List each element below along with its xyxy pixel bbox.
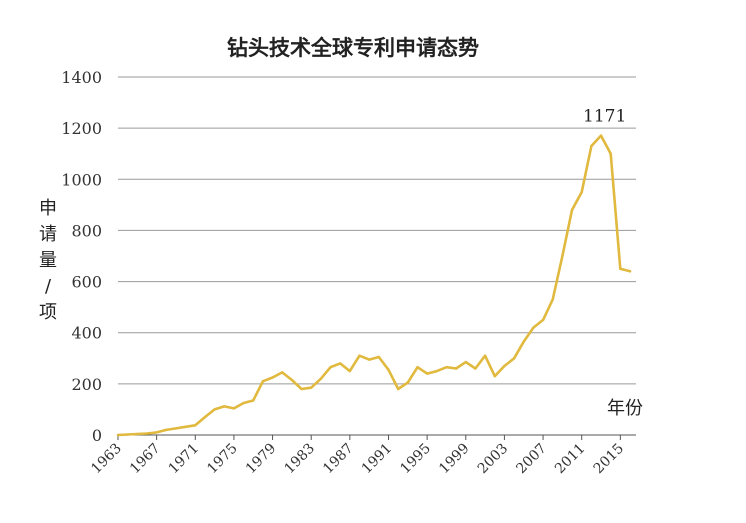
y-axis-label: 申请量 / 项	[39, 198, 57, 323]
data-point	[300, 387, 303, 391]
x-tick-label: 2015	[591, 441, 628, 478]
data-point	[319, 377, 323, 380]
data-point	[551, 298, 554, 301]
y-axis-ticks: 0 200 400 600 800 1000 1200 1400	[61, 68, 102, 445]
peak-annotation: 1171	[583, 107, 626, 127]
data-point	[561, 254, 564, 258]
x-tick-label: 2011	[552, 441, 589, 478]
x-tick-label: 1979	[243, 441, 280, 478]
data-point	[628, 270, 632, 273]
x-tick-label: 1983	[282, 441, 319, 478]
data-point	[590, 144, 593, 148]
data-point	[387, 368, 390, 371]
data-point	[281, 371, 284, 374]
y-tick-label: 200	[71, 375, 102, 394]
data-point	[522, 340, 525, 343]
data-point	[493, 374, 496, 378]
data-point	[116, 433, 120, 437]
data-point	[454, 367, 458, 370]
data-point	[203, 415, 207, 419]
x-tick-label: 1971	[166, 441, 203, 478]
data-point	[145, 432, 149, 435]
data-point	[570, 208, 574, 212]
data-point	[599, 134, 603, 137]
data-point	[464, 360, 467, 364]
data-point	[377, 355, 381, 359]
data-point	[348, 369, 352, 373]
data-point	[367, 358, 371, 361]
data-point	[474, 367, 477, 370]
series-layer	[116, 134, 632, 437]
y-axis-label-char: 量	[39, 250, 57, 271]
data-point	[242, 401, 245, 405]
data-point	[338, 362, 342, 365]
data-point	[174, 427, 178, 430]
data-point	[541, 318, 545, 322]
data-point	[223, 405, 226, 408]
x-tick-label: 2007	[513, 441, 550, 478]
data-point	[435, 369, 438, 373]
data-point	[532, 326, 535, 329]
x-tick-label: 1995	[397, 441, 434, 478]
data-point	[155, 431, 158, 434]
x-tick-label: 1987	[320, 441, 357, 478]
data-point	[609, 152, 612, 155]
chart-title: 钻头技术全球专利申请态势	[227, 36, 479, 60]
x-tick-label: 2003	[475, 441, 512, 478]
data-point	[580, 190, 583, 194]
data-point	[194, 424, 197, 427]
x-tick-label: 1963	[88, 441, 125, 478]
x-tick-label: 1999	[436, 441, 473, 478]
y-tick-label: 1000	[61, 170, 102, 189]
y-axis-label-char: 申	[39, 198, 57, 219]
data-point	[512, 357, 516, 360]
data-point	[271, 376, 274, 379]
x-tick-label: 1967	[127, 441, 164, 478]
data-point	[445, 366, 448, 369]
series-line	[116, 134, 632, 437]
data-point	[310, 386, 313, 389]
y-tick-label: 1200	[61, 119, 102, 138]
data-point	[184, 425, 187, 429]
x-tick-label: 1991	[359, 441, 396, 478]
y-tick-label: 0	[92, 426, 102, 445]
y-tick-label: 1400	[61, 68, 102, 87]
data-point	[329, 366, 332, 369]
data-point	[290, 378, 294, 382]
y-tick-label: 400	[71, 324, 102, 343]
x-axis-label: 年份	[607, 398, 643, 419]
x-tick-label: 1975	[204, 441, 241, 478]
data-point	[406, 381, 410, 384]
data-point	[358, 354, 361, 357]
data-point	[503, 364, 506, 368]
y-tick-label: 600	[71, 273, 102, 292]
data-point	[425, 372, 429, 375]
data-point	[619, 267, 622, 270]
data-point	[261, 380, 265, 383]
data-point	[232, 407, 236, 410]
y-axis-label-char: /	[45, 276, 52, 297]
data-point	[165, 428, 168, 432]
grid-layer	[118, 76, 636, 385]
y-axis-label-char: 请	[39, 224, 57, 245]
data-point	[416, 366, 419, 369]
data-point	[252, 399, 255, 402]
data-point	[136, 432, 139, 436]
y-axis-label-char: 项	[39, 302, 57, 323]
data-point	[396, 387, 400, 391]
data-point	[483, 354, 487, 357]
x-axis-ticks: 1963 1967 1971 1975 1979 1983 1987 1991 1995 1999…	[88, 435, 627, 477]
y-tick-label: 800	[71, 221, 102, 240]
data-point	[126, 433, 129, 436]
data-point	[213, 408, 216, 411]
